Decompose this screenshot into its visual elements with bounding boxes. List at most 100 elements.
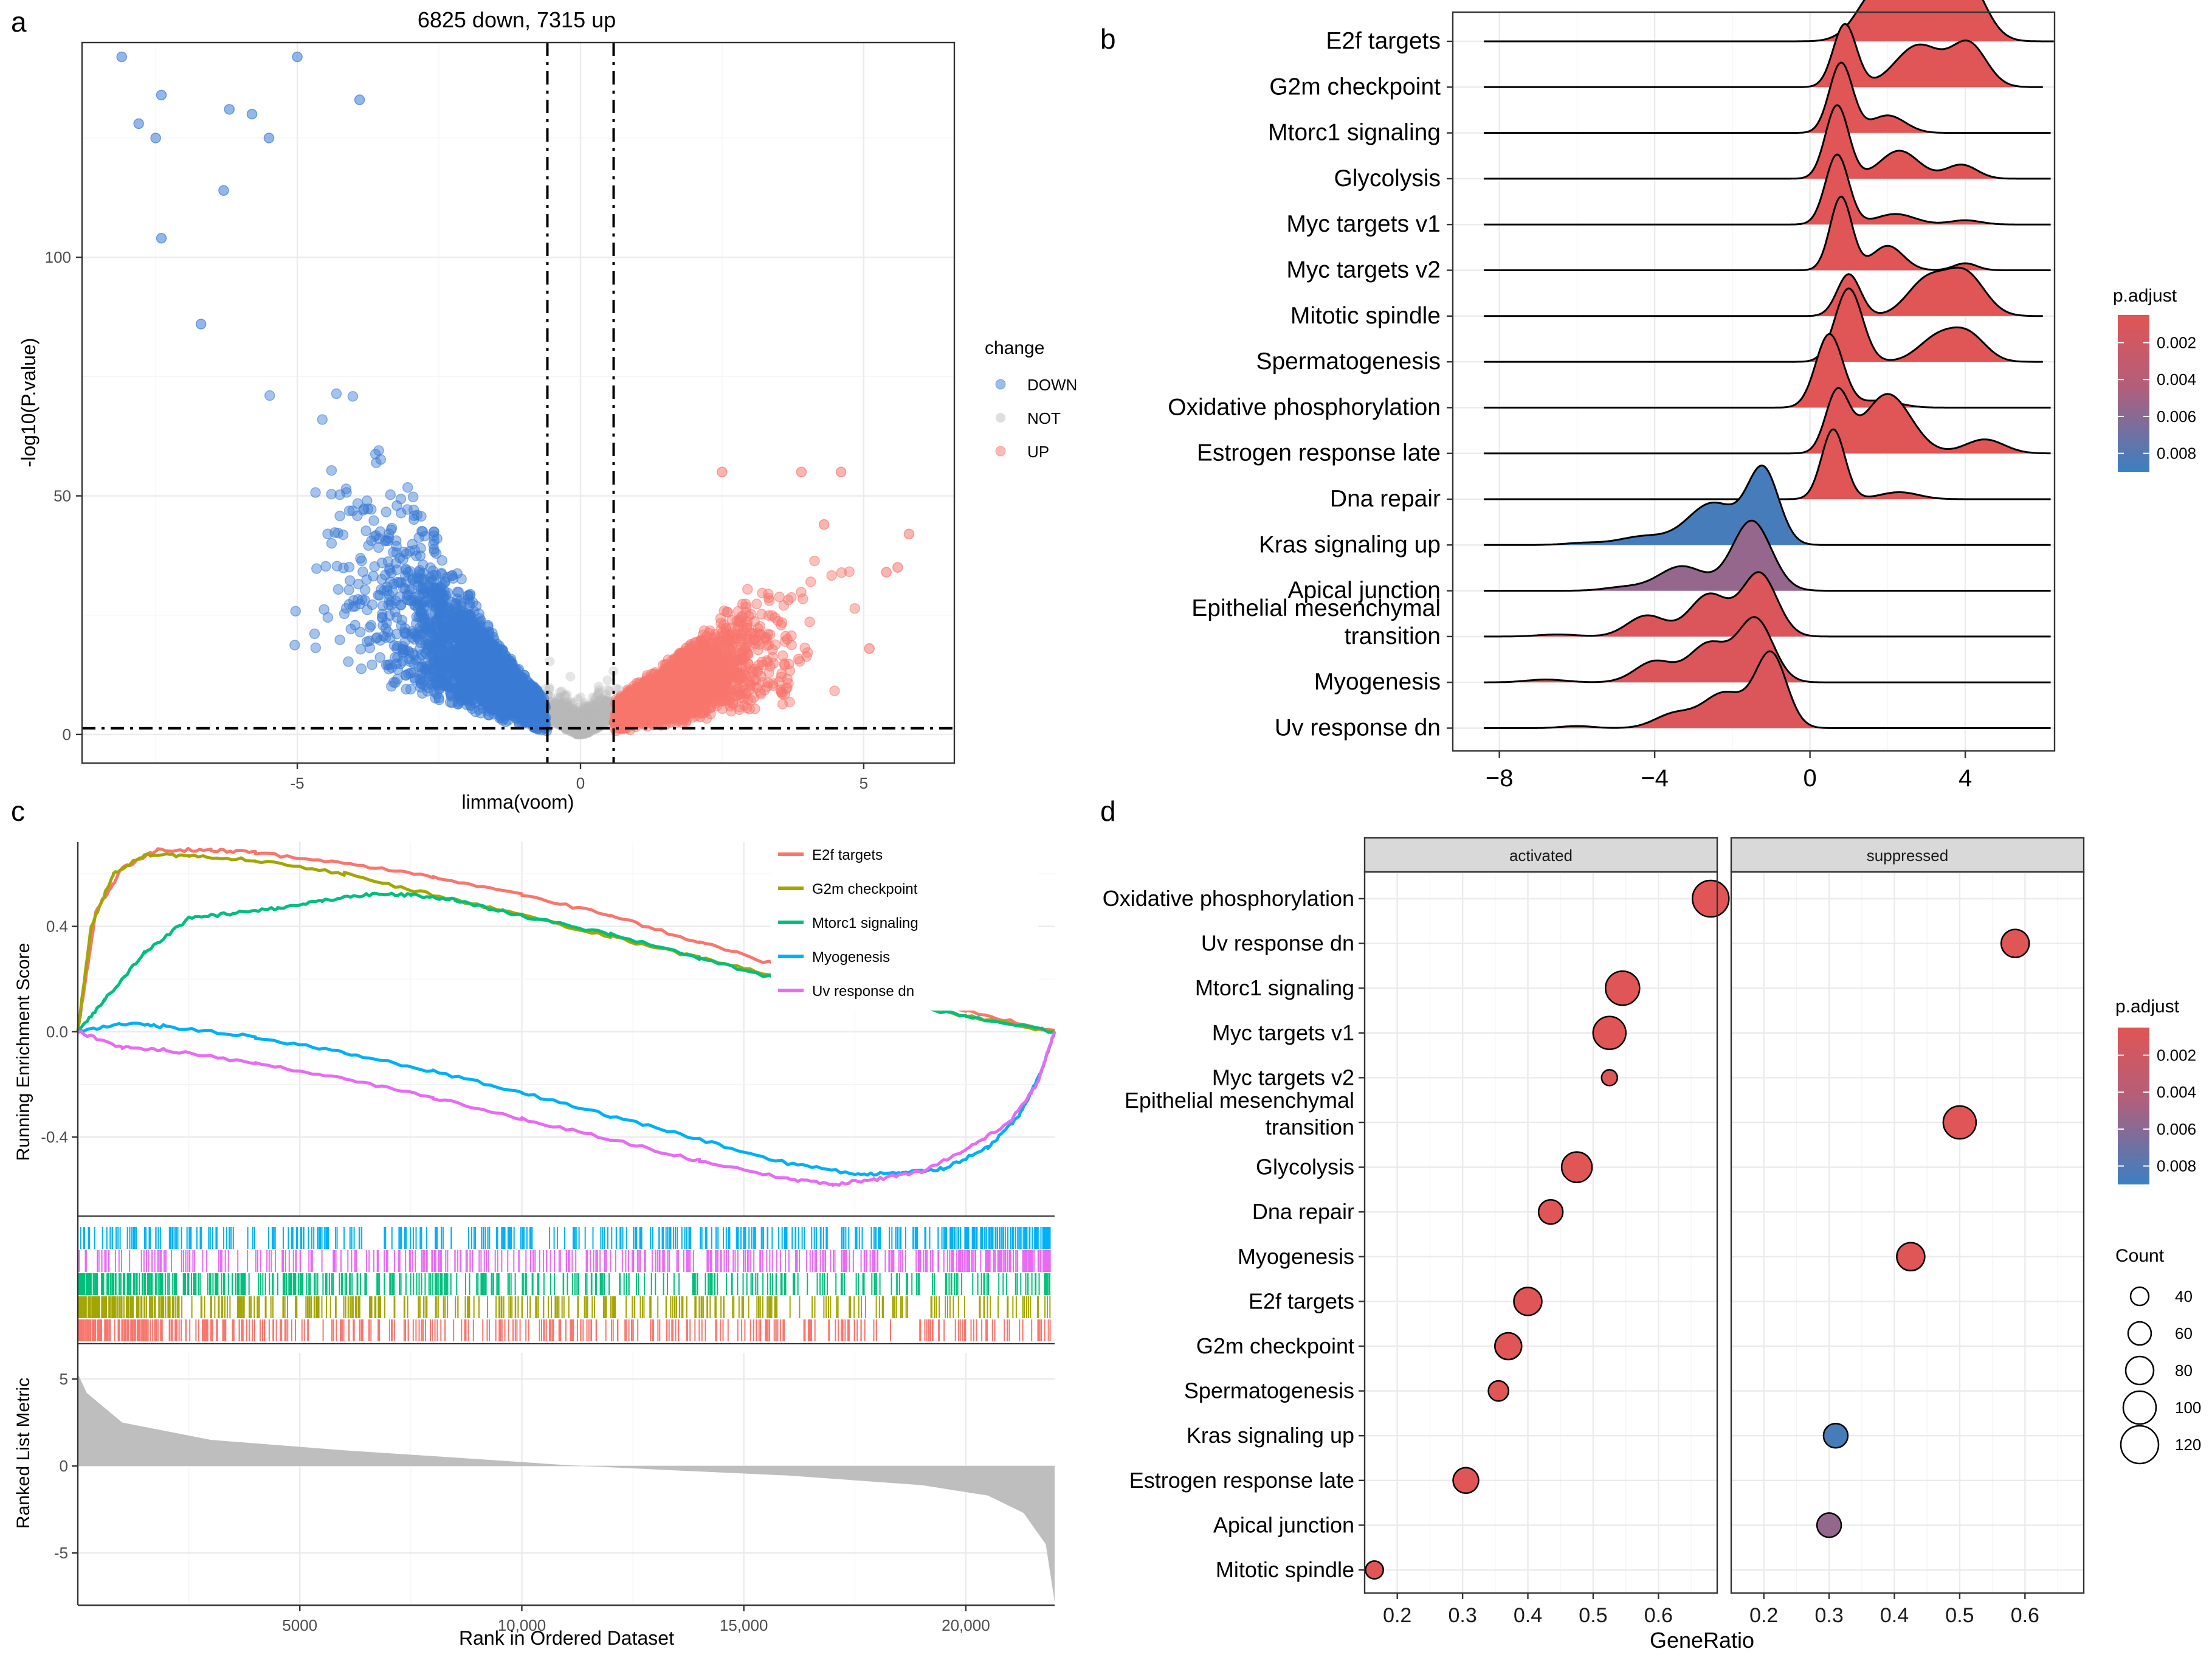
panel-letter-d: d — [1100, 795, 1116, 827]
not-point — [559, 711, 570, 722]
down-point — [381, 506, 391, 517]
down-point — [309, 628, 320, 640]
not-point — [565, 714, 576, 725]
not-point — [601, 704, 611, 714]
down-point — [475, 667, 486, 679]
down-point — [326, 537, 337, 549]
not-point — [550, 712, 560, 722]
up-point — [849, 603, 861, 614]
not-point — [584, 714, 594, 724]
not-point — [602, 697, 612, 707]
down-point — [322, 612, 334, 623]
down-point — [442, 613, 453, 624]
down-point — [501, 678, 512, 690]
not-point — [585, 707, 596, 717]
not-point — [593, 716, 603, 726]
not-point — [590, 699, 600, 710]
not-point — [579, 729, 590, 739]
down-point — [453, 682, 464, 693]
down-point — [350, 620, 360, 631]
not-point — [601, 713, 611, 723]
down-point — [332, 584, 344, 595]
down-point — [310, 487, 321, 498]
down-point — [369, 561, 380, 572]
not-point — [571, 717, 581, 727]
down-point — [435, 587, 447, 598]
down-point — [449, 663, 460, 674]
not-point — [562, 690, 572, 700]
not-point — [590, 717, 600, 728]
down-point — [519, 669, 529, 681]
down-point — [395, 591, 405, 603]
not-point — [585, 716, 596, 726]
down-point — [343, 656, 354, 667]
down-point — [430, 548, 442, 559]
down-point — [537, 715, 548, 726]
not-point — [581, 722, 591, 732]
not-point — [602, 708, 612, 718]
not-point — [554, 714, 564, 724]
down-point — [469, 645, 480, 657]
down-point — [502, 656, 514, 668]
not-point — [549, 699, 559, 710]
not-point — [587, 706, 597, 716]
not-point — [574, 710, 584, 720]
down-point — [434, 683, 446, 694]
down-point — [347, 391, 359, 402]
down-point — [388, 677, 399, 688]
not-point — [557, 719, 568, 730]
down-point — [408, 514, 419, 525]
down-point — [332, 527, 343, 539]
down-point — [477, 693, 488, 705]
not-point — [565, 705, 575, 716]
not-point — [560, 704, 570, 714]
not-point — [548, 705, 559, 715]
not-point — [567, 711, 577, 721]
not-point — [577, 713, 587, 724]
down-point — [429, 535, 439, 546]
down-point — [415, 607, 426, 618]
down-point — [402, 504, 413, 515]
down-point — [480, 648, 491, 660]
not-point — [599, 708, 610, 718]
not-point — [596, 701, 607, 711]
not-point — [581, 704, 591, 714]
down-point — [468, 621, 480, 633]
down-point — [432, 640, 443, 652]
not-point — [565, 671, 576, 682]
down-point — [373, 542, 384, 553]
down-point — [411, 550, 422, 562]
not-point — [558, 705, 568, 716]
not-point — [588, 719, 599, 729]
not-point — [581, 705, 591, 715]
not-point — [554, 714, 565, 725]
down-point — [467, 631, 478, 643]
down-point — [407, 491, 419, 503]
not-point — [600, 715, 610, 725]
down-point — [473, 657, 484, 668]
not-point — [546, 705, 557, 715]
not-point — [577, 729, 588, 739]
not-point — [592, 719, 602, 730]
not-point — [582, 710, 592, 721]
not-point — [579, 707, 590, 717]
not-point — [563, 711, 573, 721]
not-point — [550, 718, 560, 728]
not-point — [591, 711, 601, 721]
not-point — [587, 707, 598, 717]
not-point — [589, 707, 599, 717]
not-point — [574, 729, 584, 739]
down-point — [404, 585, 415, 596]
down-point — [343, 561, 355, 573]
down-point — [339, 608, 350, 620]
not-point — [582, 713, 592, 724]
not-point — [577, 724, 588, 734]
down-point — [402, 482, 413, 493]
down-point — [396, 615, 408, 626]
not-point — [577, 728, 588, 739]
panel-letter-b: b — [1100, 23, 1116, 55]
not-point — [596, 718, 607, 728]
not-point — [582, 708, 592, 718]
